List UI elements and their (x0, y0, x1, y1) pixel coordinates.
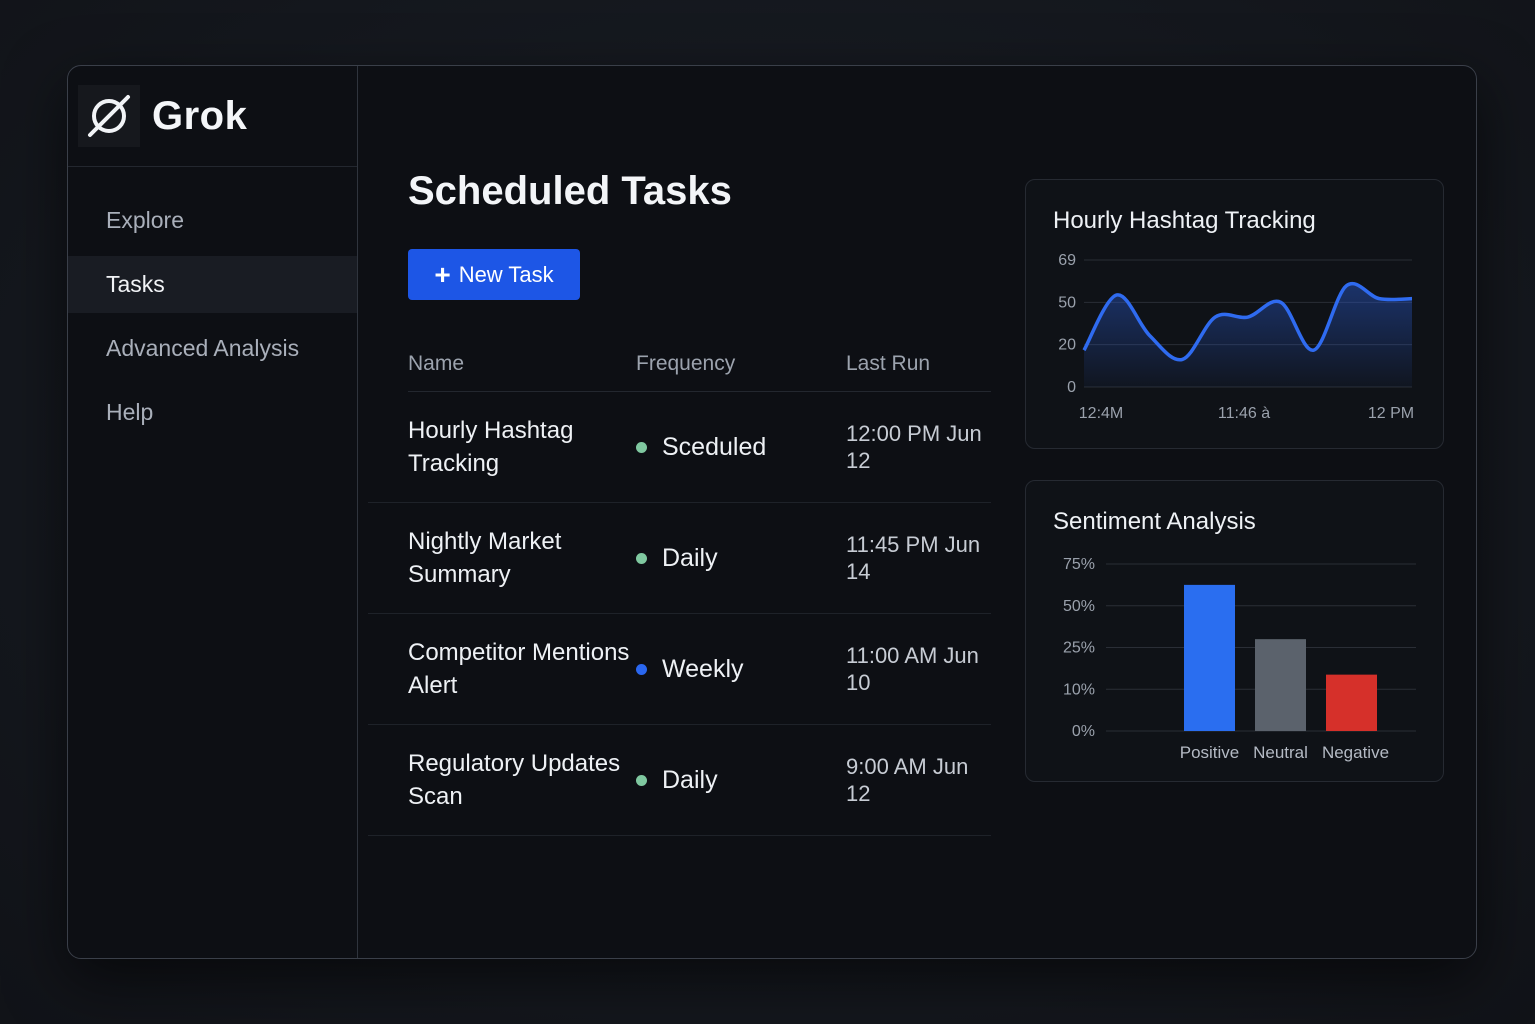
task-last-run: 11:45 PM Jun 14 (846, 532, 981, 584)
y-tick-label: 0 (1067, 379, 1076, 396)
page-title: Scheduled Tasks (408, 169, 732, 213)
bar-chart-title: Sentiment Analysis (1053, 508, 1256, 535)
table-row[interactable]: Nightly Market Summary Daily 11:45 PM Ju… (368, 503, 991, 614)
table-row[interactable]: Regulatory Updates Scan Daily 9:00 AM Ju… (368, 725, 991, 836)
status-dot-icon (636, 663, 647, 675)
hashtag-chart-card: Hourly Hashtag Tracking 69 50 20 0 12:4M 11:4… (1025, 179, 1444, 449)
table-body: Hourly Hashtag Tracking Sceduled 12:00 P… (368, 392, 991, 836)
grok-logo-icon[interactable] (78, 85, 140, 147)
tasks-table: Name Frequency Last Run Hourly Hashtag T… (368, 336, 991, 836)
new-task-label: New Task (458, 261, 554, 287)
task-frequency: Weekly (636, 655, 846, 684)
task-last-run: 12:00 PM Jun 12 (846, 421, 982, 473)
y-tick-label: 0% (1072, 723, 1095, 740)
task-name: Hourly Hashtag Tracking (408, 417, 574, 477)
bar-neutral (1255, 639, 1306, 731)
task-frequency: Sceduled (636, 433, 846, 462)
bar-positive (1184, 584, 1235, 731)
sentiment-chart-card: Sentiment Analysis 75% 50% 25% 10% 0% Positiv… (1025, 480, 1444, 782)
plus-icon: + (434, 258, 451, 290)
series-area (1084, 283, 1412, 387)
x-tick-label: 11:46 à (1218, 405, 1270, 422)
task-name: Regulatory Updates Scan (408, 750, 621, 810)
status-dot-icon (636, 774, 647, 786)
x-tick-label: 12 PM (1368, 405, 1414, 422)
task-frequency: Daily (636, 766, 846, 795)
x-category-label: Neutral (1253, 743, 1308, 762)
status-dot-icon (636, 552, 647, 564)
table-header: Name Frequency Last Run (408, 336, 991, 392)
sidebar: Grok Explore Tasks Advanced Analysis Hel… (68, 66, 358, 958)
frequency-label: Daily (662, 543, 718, 572)
task-frequency: Daily (636, 544, 846, 573)
brand-name: Grok (152, 93, 248, 138)
task-last-run: 11:00 AM Jun 10 (846, 643, 979, 695)
task-name: Nightly Market Summary (408, 528, 562, 588)
y-tick-label: 25% (1063, 640, 1095, 657)
y-tick-label: 75% (1063, 556, 1095, 573)
frequency-label: Weekly (662, 654, 744, 683)
status-dot-icon (636, 441, 647, 453)
line-chart-title: Hourly Hashtag Tracking (1053, 207, 1316, 234)
frequency-label: Sceduled (662, 432, 767, 461)
brand-header: Grok (68, 66, 357, 167)
new-task-button[interactable]: + New Task (408, 249, 580, 300)
x-tick-label: 12:4M (1079, 405, 1123, 422)
sidebar-item-advanced-analysis[interactable]: Advanced Analysis (106, 335, 300, 361)
table-row[interactable]: Competitor Mentions Alert Weekly 11:00 A… (368, 614, 991, 725)
sidebar-item-tasks[interactable]: Tasks (68, 256, 357, 313)
y-tick-label: 69 (1058, 252, 1076, 269)
line-chart: 69 50 20 012:4M 11:46 à 12 PM (1058, 252, 1414, 422)
y-tick-label: 50% (1063, 598, 1095, 615)
bar-chart: 75% 50% 25% 10% 0% Positive Neutral Negative (1063, 556, 1416, 762)
header-name[interactable]: Name (408, 352, 465, 375)
sidebar-nav: Explore Tasks Advanced Analysis Help (68, 192, 357, 441)
app-window: Grok Explore Tasks Advanced Analysis Hel… (67, 65, 1477, 959)
frequency-label: Daily (662, 765, 718, 794)
header-last-run[interactable]: Last Run (846, 352, 931, 375)
series-line (1082, 282, 1413, 362)
y-tick-label: 10% (1063, 681, 1095, 698)
y-tick-label: 50 (1058, 294, 1076, 311)
table-row[interactable]: Hourly Hashtag Tracking Sceduled 12:00 P… (368, 392, 991, 503)
x-category-label: Positive (1180, 743, 1240, 762)
sidebar-item-help[interactable]: Help (106, 399, 154, 425)
bar-negative (1326, 674, 1377, 731)
x-category-label: Negative (1322, 743, 1389, 762)
task-name: Competitor Mentions Alert (408, 639, 630, 699)
task-last-run: 9:00 AM Jun 12 (846, 754, 969, 806)
main-content: Scheduled Tasks + New Task Name Frequenc… (358, 66, 1476, 958)
header-frequency[interactable]: Frequency (636, 351, 736, 375)
y-tick-label: 20 (1058, 337, 1076, 354)
sidebar-item-explore[interactable]: Explore (106, 207, 184, 233)
